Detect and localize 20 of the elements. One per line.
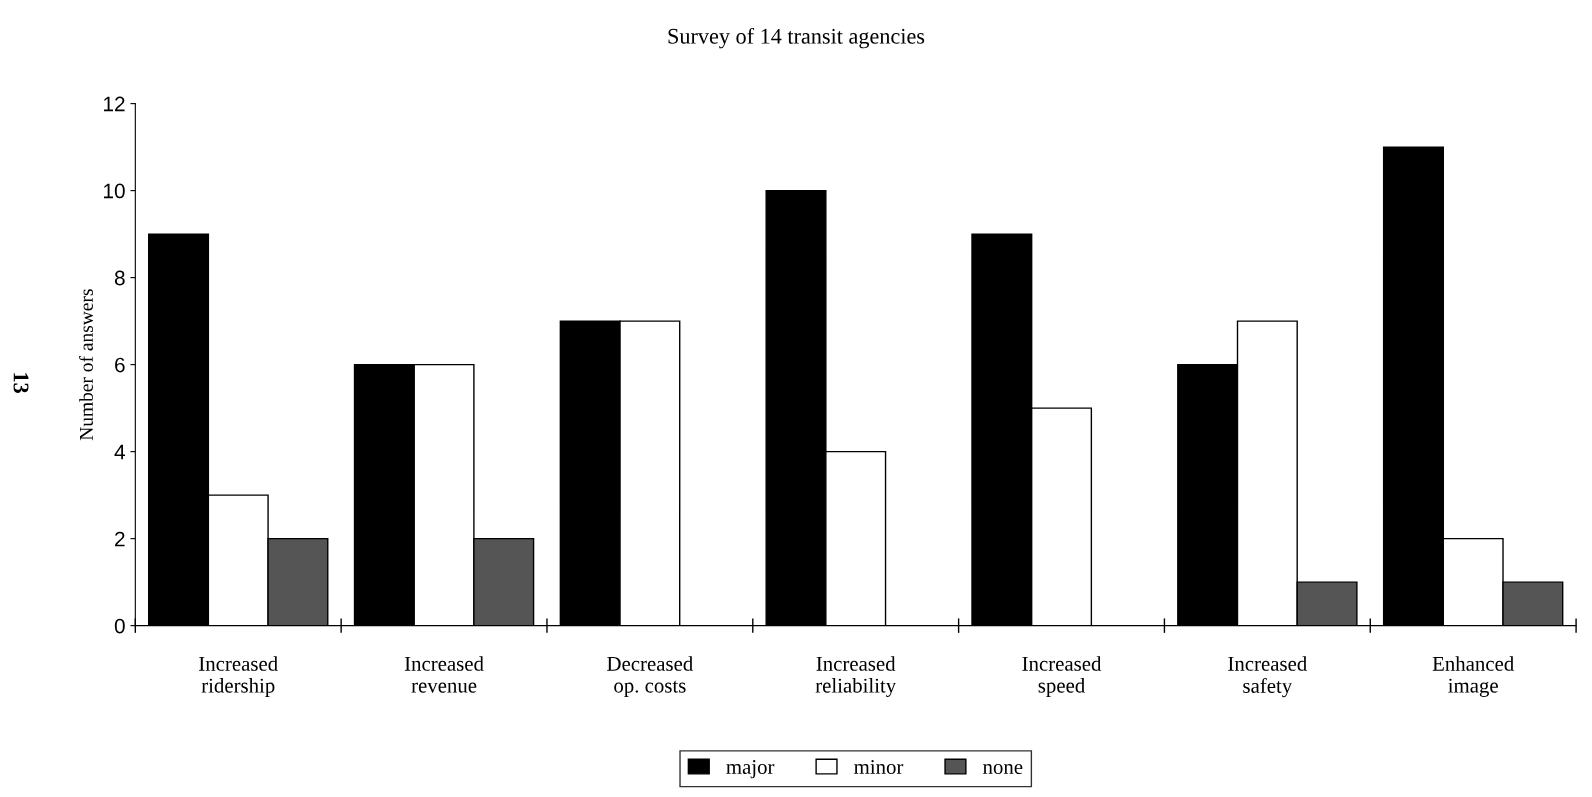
x-tick-label: Increased safety [1228, 656, 1307, 698]
x-tick-label: Increased ridership [199, 656, 278, 697]
legend-label: major [726, 760, 775, 779]
x-tick-label: Decreased op. costs [607, 656, 693, 697]
y-tick-label: 2 [115, 531, 125, 547]
y-tick-label: 10 [104, 183, 125, 199]
y-axis-title: Number of answers [79, 289, 93, 441]
y-tick-label: 8 [114, 270, 125, 286]
x-tick-label: Increased reliability [815, 656, 897, 697]
chart-title: Survey of 14 transit agencies [668, 27, 925, 49]
y-tick-label: 6 [115, 357, 125, 373]
legend-label: minor [854, 760, 904, 775]
y-tick-label: 4 [114, 444, 125, 460]
y-tick-label: 12 [104, 96, 125, 112]
x-tick-label: Increased speed [1022, 656, 1102, 697]
text: 13 [13, 373, 29, 393]
x-tick-label: Enhanced image [1432, 656, 1514, 697]
x-tick-label: Increased revenue [404, 656, 484, 693]
legend-label: none [983, 764, 1023, 775]
y-tick-label: 0 [114, 618, 125, 634]
